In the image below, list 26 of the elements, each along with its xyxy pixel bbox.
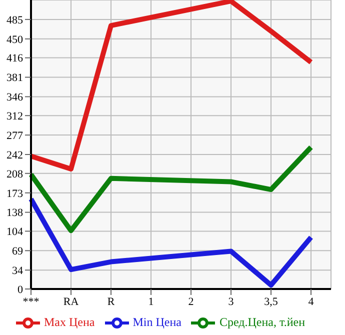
x-tick-label: RA [63, 296, 79, 308]
y-tick-label: 0 [18, 284, 24, 296]
x-tick-label: 1 [148, 296, 154, 308]
x-tick-label: 4 [308, 296, 314, 308]
x-tick-label: 3,5 [264, 296, 278, 308]
y-tick-label: 104 [6, 226, 24, 238]
y-tick-label: 312 [6, 110, 23, 123]
y-tick-label: 381 [6, 72, 23, 84]
y-tick-label: 208 [6, 168, 24, 180]
y-tick-label: 173 [6, 188, 24, 200]
y-tick-label: 416 [6, 52, 24, 65]
y-tick-label: 485 [6, 14, 24, 26]
y-tick-label: 138 [6, 207, 24, 220]
x-tick-label: R [107, 296, 116, 308]
legend-label: Сред.Цена, т.йен [219, 314, 306, 329]
y-tick-label: 34 [12, 265, 24, 278]
x-tick-label: *** [22, 296, 40, 308]
legend-label: Max Цена [44, 314, 95, 329]
y-tick-label: 450 [6, 34, 24, 46]
y-tick-label: 277 [6, 130, 24, 142]
y-tick-label: 346 [6, 92, 24, 104]
y-tick-label: 69 [12, 246, 24, 258]
x-tick-label: 2 [188, 296, 194, 308]
legend-label: Min Цена [132, 314, 182, 329]
x-tick-label: 3 [228, 296, 234, 308]
y-tick-label: 242 [6, 149, 23, 162]
